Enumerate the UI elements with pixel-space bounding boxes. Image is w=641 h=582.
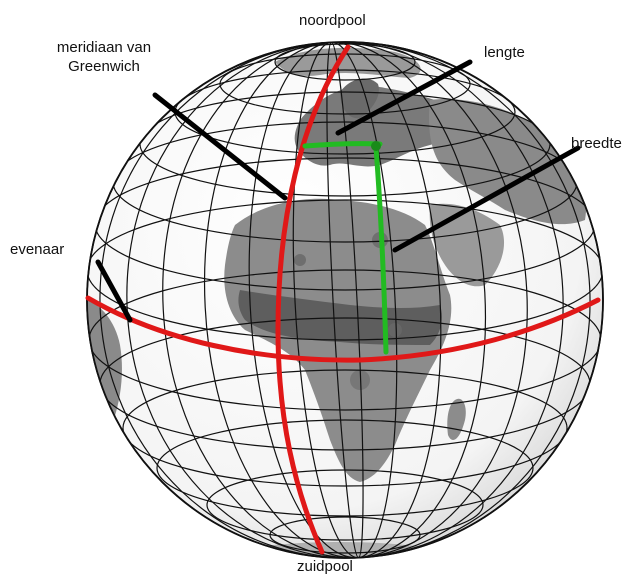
- pointer-lengte: [335, 59, 473, 136]
- latitude-line: [87, 199, 603, 341]
- equator-label: evenaar: [10, 241, 65, 258]
- greenwich-meridian: [275, 44, 351, 555]
- greenwich-meridian-label: meridiaan van Greenwich: [24, 38, 184, 76]
- latitude-marker: [373, 145, 389, 355]
- south-pole-label: zuidpool: [297, 558, 353, 575]
- location-point: [371, 141, 381, 151]
- pointer-evenaar: [95, 259, 133, 323]
- equator-line: [85, 295, 601, 363]
- latitude-line: [156, 419, 534, 517]
- pointer-breedte: [392, 145, 581, 253]
- longitude-label: lengte: [484, 44, 525, 61]
- greenwich-meridian-label-line2: Greenwich: [68, 58, 140, 75]
- land-arabia: [429, 203, 505, 287]
- longitude-marker: [302, 141, 383, 149]
- pointer-meridiaan: [152, 92, 288, 201]
- greenwich-meridian-label-line1: meridiaan van: [56, 39, 152, 56]
- land-asia: [429, 99, 587, 225]
- latitude-line: [269, 516, 421, 554]
- latitude-label: breedte: [571, 135, 622, 152]
- latitude-line: [122, 369, 568, 487]
- north-pole-label: noordpool: [299, 12, 366, 29]
